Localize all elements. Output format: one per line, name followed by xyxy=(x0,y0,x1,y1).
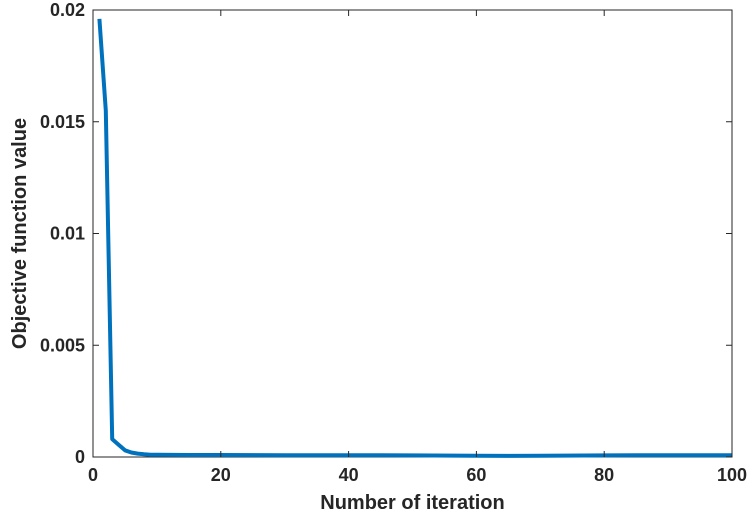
x-tick-label: 80 xyxy=(594,465,614,485)
y-tick-label: 0.02 xyxy=(50,0,85,20)
series-line-0 xyxy=(97,18,732,458)
y-tick-label: 0.01 xyxy=(50,224,85,244)
y-tick-label: 0 xyxy=(75,447,85,467)
y-tick-label: 0.015 xyxy=(40,112,85,132)
axes-box xyxy=(92,9,733,458)
x-tick-label: 20 xyxy=(211,465,231,485)
y-axis-ticks: 0 0.005 0.01 0.015 0.02 xyxy=(40,0,732,467)
x-tick-label: 60 xyxy=(466,465,486,485)
x-tick-label: 100 xyxy=(717,465,747,485)
y-axis-title: Objective function value xyxy=(9,118,31,349)
x-tick-label: 0 xyxy=(88,465,98,485)
x-axis-ticks: 0 20 40 60 80 100 xyxy=(88,10,747,485)
series-layer xyxy=(97,18,732,458)
x-axis-title: Number of iteration xyxy=(320,492,504,514)
y-tick-label: 0.005 xyxy=(40,335,85,355)
plot-area: 0 20 40 60 80 100 0 0.005 0.01 0.015 0.02 xyxy=(40,0,747,485)
x-tick-label: 40 xyxy=(339,465,359,485)
